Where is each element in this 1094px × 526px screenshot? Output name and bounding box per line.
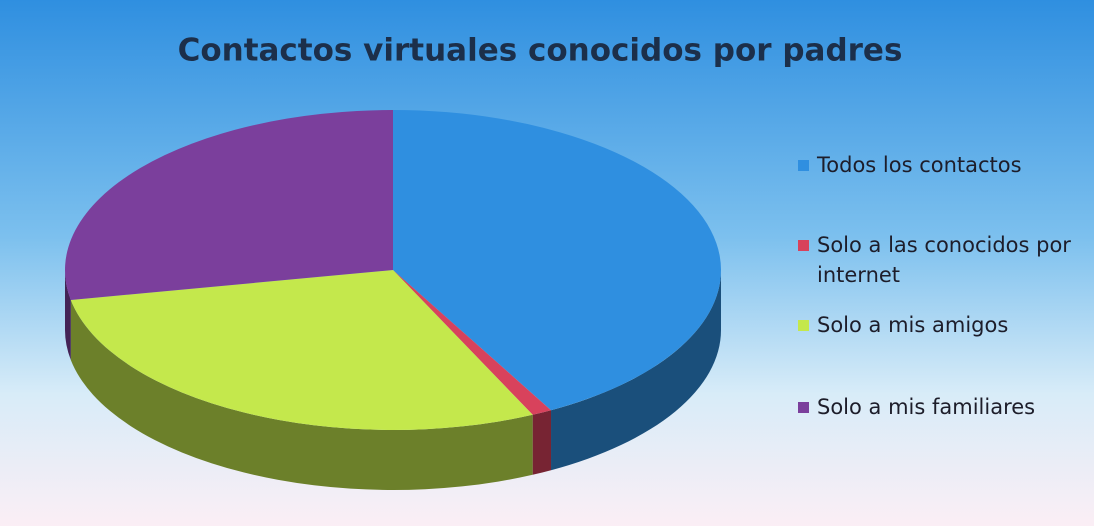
pie-slice — [393, 270, 552, 415]
legend-swatch — [798, 402, 809, 413]
pie-slice-side — [532, 410, 552, 475]
pie-slice — [64, 110, 393, 300]
pie-slice-side — [70, 299, 533, 491]
legend-item: Solo a las conocidos por internet — [798, 230, 1088, 290]
legend-swatch — [798, 240, 809, 251]
legend-item: Todos los contactos — [798, 150, 1022, 180]
pie-slice-side — [551, 270, 721, 471]
legend-label: Solo a mis familiares — [817, 395, 1036, 419]
pie-slice — [393, 110, 722, 411]
legend-label: Solo a las conocidos por internet — [817, 233, 1071, 287]
legend-item: Solo a mis familiares — [798, 392, 1035, 422]
legend-item: Solo a mis amigos — [798, 310, 1008, 340]
pie-slice — [70, 270, 533, 430]
legend-swatch — [798, 160, 809, 171]
pie-slice-side — [65, 270, 71, 360]
legend-label: Todos los contactos — [817, 153, 1022, 177]
chart-title: Contactos virtuales conocidos por padres — [178, 33, 903, 69]
legend-label: Solo a mis amigos — [817, 313, 1009, 337]
legend-swatch — [798, 320, 809, 331]
